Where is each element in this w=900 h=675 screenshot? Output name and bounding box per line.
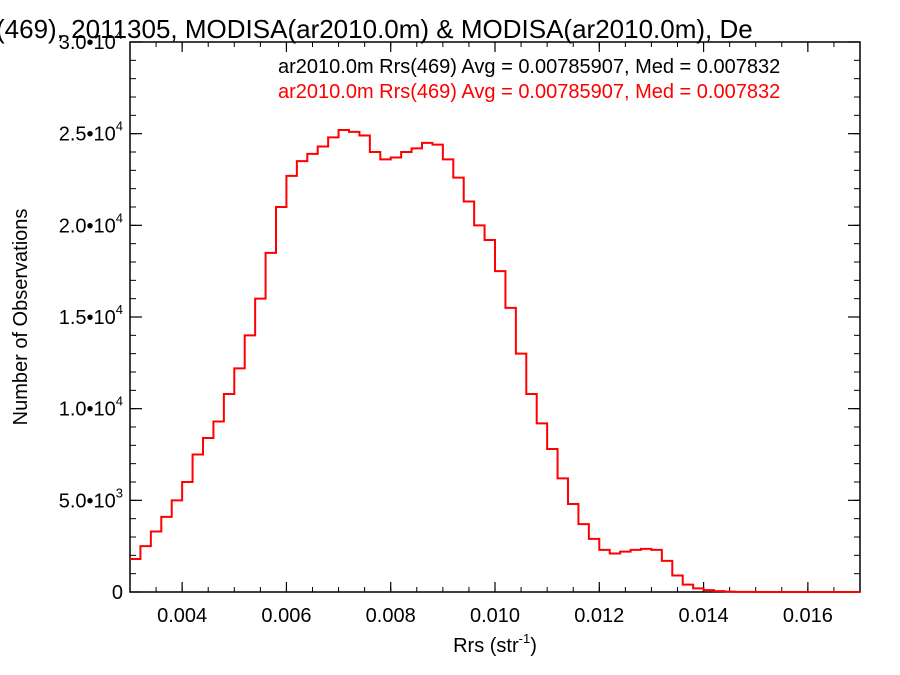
- x-tick-label: 0.016: [783, 605, 833, 627]
- x-axis-label-main: Rrs (str: [453, 635, 519, 657]
- y-tick-exponent: 4: [116, 394, 123, 409]
- y-tick-mantissa: 2.5•10: [59, 124, 116, 146]
- y-tick-exponent: 3: [116, 485, 123, 500]
- y-axis-label: Number of Observations: [10, 209, 32, 426]
- y-tick-label: 1.5•104: [59, 302, 123, 329]
- y-tick-mantissa: 5.0•10: [59, 490, 116, 512]
- x-tick-label: 0.006: [261, 605, 311, 627]
- y-tick-label: 3.0•104: [59, 27, 123, 54]
- x-tick-label: 0.004: [157, 605, 207, 627]
- x-tick-label: 0.014: [679, 605, 729, 627]
- y-tick-exponent: 4: [116, 210, 123, 225]
- y-tick-label: 1.0•104: [59, 394, 123, 421]
- y-tick-mantissa: 3.0•10: [59, 32, 116, 54]
- x-axis: 0.004 0.006 0.008 0.010 0.012 0.014 0.016: [129, 42, 861, 627]
- x-tick-label: 0.012: [574, 605, 624, 627]
- series-layer: [130, 129, 860, 593]
- y-tick-mantissa: 1.0•10: [59, 399, 116, 421]
- legend-entry-red: ar2010.0m Rrs(469) Avg = 0.00785907, Med…: [278, 81, 780, 103]
- x-tick-label: 0.008: [366, 605, 416, 627]
- plot-frame: [129, 41, 861, 593]
- chart-title: (469), 2011305, MODISA(ar2010.0m) & MODI…: [0, 14, 753, 44]
- y-tick-exponent: 4: [116, 119, 123, 134]
- x-axis-label-sup: -1: [519, 631, 531, 646]
- y-tick-exponent: 4: [116, 27, 123, 42]
- y-tick-mantissa: 2.0•10: [59, 215, 116, 237]
- histogram-series-line: [130, 129, 860, 593]
- y-tick-label: 2.5•104: [59, 119, 123, 146]
- x-axis-label: Rrs (str-1): [453, 631, 537, 657]
- y-tick-label: 0: [112, 582, 123, 604]
- y-tick-exponent: 4: [116, 302, 123, 317]
- x-tick-label: 0.010: [470, 605, 520, 627]
- legend: ar2010.0m Rrs(469) Avg = 0.00785907, Med…: [278, 56, 780, 103]
- y-tick-label: 5.0•103: [59, 485, 123, 512]
- y-tick-label: 2.0•104: [59, 210, 123, 237]
- y-tick-mantissa: 0: [112, 582, 123, 604]
- legend-entry-black: ar2010.0m Rrs(469) Avg = 0.00785907, Med…: [278, 56, 780, 78]
- y-tick-mantissa: 1.5•10: [59, 307, 116, 329]
- x-axis-label-close: ): [530, 635, 537, 657]
- y-axis: 05.0•1031.0•1041.5•1042.0•1042.5•1043.0•…: [59, 27, 860, 604]
